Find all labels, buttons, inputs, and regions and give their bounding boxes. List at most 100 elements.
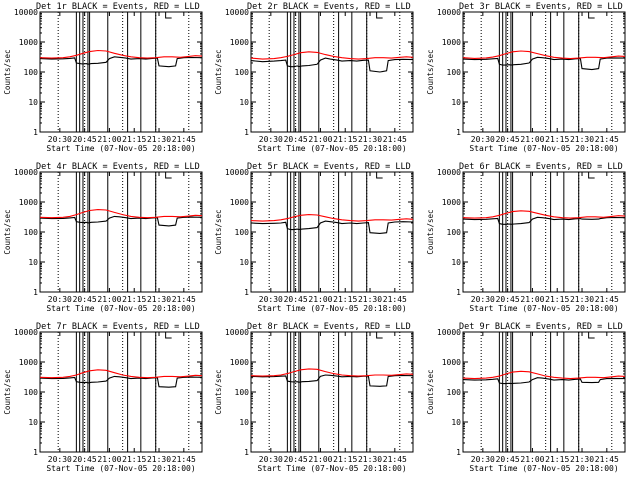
y-tick-label: 1000 (19, 358, 38, 367)
x-tick-label: 21:45 (172, 135, 196, 144)
x-axis-label: Start Time (07-Nov-05 20:18:00) (46, 464, 195, 473)
y-tick-label: 1000 (442, 358, 461, 367)
y-tick-label: 1 (244, 448, 249, 457)
x-tick-label: 20:30 (48, 455, 72, 464)
events-series-line (462, 56, 626, 71)
events-series-line (39, 375, 203, 388)
x-axis-label: Start Time (07-Nov-05 20:18:00) (257, 304, 406, 313)
x-tick-label: 20:45 (73, 135, 97, 144)
y-tick-label: 1 (244, 288, 249, 297)
interval-bracket (588, 12, 595, 19)
plot-frame (462, 11, 626, 133)
x-tick-label: 21:45 (595, 455, 619, 464)
y-axis-label: Counts/sec (426, 369, 435, 414)
x-tick-label: 21:15 (122, 295, 146, 304)
x-tick-label: 20:45 (496, 455, 520, 464)
interval-bracket (588, 332, 595, 339)
y-axis-label: Counts/sec (214, 49, 223, 94)
detector-panel: 1 10 100 1000 10000 20:30 20:45 21:00 21:15 21:30… (3, 322, 203, 473)
x-tick-label: 21:15 (545, 295, 569, 304)
panel-title: Det 8r BLACK = Events, RED = LLD (247, 322, 411, 332)
plot-frame (250, 11, 414, 133)
x-axis-label: Start Time (07-Nov-05 20:18:00) (469, 304, 618, 313)
y-axis-label: Counts/sec (3, 49, 12, 94)
y-tick-label: 10 (451, 258, 461, 267)
y-tick-label: 100 (235, 228, 250, 237)
x-tick-label: 20:30 (471, 135, 495, 144)
plot-frame (39, 171, 203, 293)
plot-frame (39, 331, 203, 453)
y-tick-label: 10 (239, 98, 249, 107)
x-tick-label: 20:45 (284, 455, 308, 464)
panel-title: Det 4r BLACK = Events, RED = LLD (36, 162, 200, 172)
x-tick-label: 21:00 (520, 455, 544, 464)
y-axis-label: Counts/sec (214, 209, 223, 254)
y-tick-label: 10000 (437, 168, 461, 177)
events-series-line (250, 57, 414, 73)
y-tick-label: 1000 (19, 198, 38, 207)
y-tick-label: 1 (33, 448, 38, 457)
lld-series-line (39, 369, 203, 379)
x-tick-label: 20:45 (284, 135, 308, 144)
plot-frame (39, 11, 203, 133)
lld-series-line (39, 49, 203, 59)
y-tick-label: 1 (456, 128, 461, 137)
x-tick-label: 21:15 (333, 295, 357, 304)
y-tick-label: 100 (447, 228, 462, 237)
interval-bracket (376, 172, 383, 179)
y-tick-label: 1000 (442, 38, 461, 47)
x-axis-label: Start Time (07-Nov-05 20:18:00) (46, 304, 195, 313)
y-tick-label: 10 (28, 98, 38, 107)
x-tick-label: 21:30 (570, 455, 594, 464)
x-tick-label: 20:30 (471, 295, 495, 304)
events-series-line (39, 215, 203, 227)
x-tick-label: 21:30 (570, 295, 594, 304)
x-tick-label: 20:30 (48, 295, 72, 304)
detector-panel: 1 10 100 1000 10000 20:30 20:45 21:00 21:15 21:30… (426, 162, 626, 313)
y-tick-label: 10000 (14, 168, 38, 177)
lld-series-line (462, 50, 626, 60)
x-tick-label: 21:00 (97, 455, 121, 464)
x-tick-label: 20:30 (48, 135, 72, 144)
plot-frame (462, 171, 626, 293)
y-tick-label: 10 (28, 418, 38, 427)
x-tick-label: 21:00 (97, 135, 121, 144)
x-tick-label: 21:45 (172, 455, 196, 464)
interval-bracket (165, 332, 172, 339)
y-tick-label: 100 (24, 228, 39, 237)
lld-series-line (462, 370, 626, 380)
x-tick-label: 21:30 (358, 135, 382, 144)
x-tick-label: 21:15 (122, 455, 146, 464)
x-tick-label: 21:00 (308, 295, 332, 304)
y-tick-label: 1 (33, 128, 38, 137)
y-tick-label: 1000 (230, 38, 249, 47)
panel-title: Det 3r BLACK = Events, RED = LLD (459, 2, 623, 12)
y-tick-label: 10 (239, 258, 249, 267)
x-tick-label: 20:45 (496, 135, 520, 144)
x-tick-label: 21:00 (520, 295, 544, 304)
x-tick-label: 20:45 (284, 295, 308, 304)
y-tick-label: 100 (24, 68, 39, 77)
y-tick-label: 10 (451, 98, 461, 107)
y-tick-label: 100 (235, 68, 250, 77)
interval-bracket (165, 12, 172, 19)
y-tick-label: 10000 (225, 168, 249, 177)
x-tick-label: 21:00 (97, 295, 121, 304)
panel-title: Det 9r BLACK = Events, RED = LLD (459, 322, 623, 332)
detector-panel: 1 10 100 1000 10000 20:30 20:45 21:00 21:15 21:30… (214, 2, 414, 153)
x-tick-label: 21:30 (147, 135, 171, 144)
y-tick-label: 10000 (14, 8, 38, 17)
x-tick-label: 21:00 (520, 135, 544, 144)
x-tick-label: 20:30 (471, 455, 495, 464)
x-tick-label: 21:00 (308, 455, 332, 464)
x-tick-label: 21:45 (172, 295, 196, 304)
lld-series-line (39, 209, 203, 219)
plot-frame (250, 171, 414, 293)
x-tick-label: 21:45 (595, 135, 619, 144)
x-tick-label: 20:30 (259, 455, 283, 464)
x-tick-label: 21:45 (383, 295, 407, 304)
x-tick-label: 20:30 (259, 135, 283, 144)
y-tick-label: 10000 (225, 8, 249, 17)
y-tick-label: 1000 (230, 358, 249, 367)
